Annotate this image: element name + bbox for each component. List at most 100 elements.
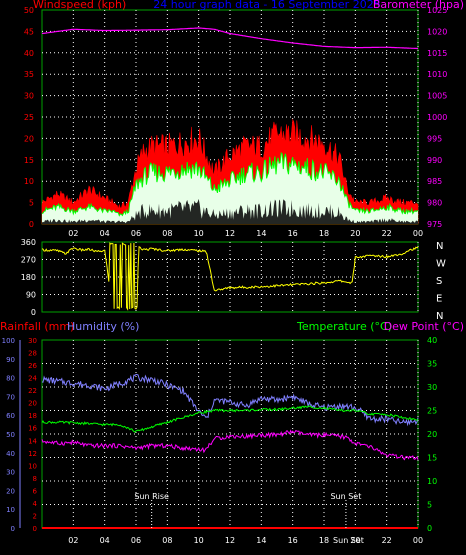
direction-tick-label: 270	[21, 256, 36, 265]
wind-x-tick-label: 00	[413, 229, 423, 238]
humidity-tick-label: 90	[6, 356, 15, 364]
compass-label: W	[436, 259, 446, 270]
rainfall-tick-label: 18	[28, 412, 37, 420]
humidity-tick-label: 40	[6, 450, 15, 458]
temp-x-tick-label: 08	[162, 536, 172, 545]
rainfall-tick-label: 6	[33, 487, 38, 495]
direction-tick-label: 90	[26, 291, 36, 300]
temperature-line	[41, 405, 419, 433]
temp-x-tick-label: 02	[68, 536, 78, 545]
windspeed-tick-label: 30	[24, 92, 34, 101]
windspeed-tick-label: 5	[29, 199, 34, 208]
windspeed-tick-label: 15	[24, 156, 34, 165]
wind-x-tick-label: 12	[225, 229, 235, 238]
humidity-tick-label: 50	[6, 431, 15, 439]
windspeed-tick-label: 50	[24, 6, 34, 15]
temp-x-tick-label: 04	[100, 536, 110, 545]
direction-tick-label: 180	[21, 273, 36, 282]
rainfall-tick-label: 4	[33, 500, 38, 508]
rainfall-tick-label: 2	[33, 512, 37, 520]
humidity-tick-label: 0	[11, 525, 15, 533]
barometer-tick-label: 1010	[427, 70, 447, 79]
sun-marker-label: Sun Rise	[134, 492, 169, 501]
windspeed-tick-label: 0	[29, 220, 34, 229]
temperature-tick-label: 15	[427, 454, 437, 463]
temp-humidity-panel: Rainfall (mm) Humidity (%) Temperature (…	[0, 320, 464, 545]
barometer-tick-label: 1020	[427, 27, 447, 36]
direction-tick-label: 0	[31, 308, 36, 317]
barometer-tick-label: 975	[427, 220, 442, 229]
dewpoint-line	[41, 429, 419, 461]
humidity-line	[41, 374, 419, 427]
wind-x-tick-label: 14	[256, 229, 266, 238]
rainfall-axis-label: Rainfall (mm)	[0, 320, 74, 333]
temperature-tick-label: 35	[427, 360, 437, 369]
barometer-tick-label: 1015	[427, 49, 447, 58]
rainfall-tick-label: 30	[28, 337, 37, 345]
temperature-tick-label: 10	[427, 477, 437, 486]
barometer-tick-label: 995	[427, 134, 442, 143]
rainfall-tick-label: 28	[28, 350, 37, 358]
temp-x-tick-label: 06	[131, 536, 141, 545]
rainfall-tick-label: 0	[33, 525, 37, 533]
temp-x-tick-label: 16	[288, 536, 298, 545]
rainfall-tick-label: 26	[28, 362, 37, 370]
wind-x-tick-label: 10	[194, 229, 204, 238]
rainfall-tick-label: 22	[28, 387, 37, 395]
wind-x-tick-label: 18	[319, 229, 329, 238]
temperature-tick-label: 30	[427, 383, 437, 392]
windspeed-tick-label: 10	[24, 177, 34, 186]
compass-label: N	[436, 241, 443, 252]
wind-direction-line	[41, 242, 419, 311]
temp-x-tick-label: 20	[350, 536, 360, 545]
humidity-tick-label: 30	[6, 469, 15, 477]
wind-x-tick-label: 04	[100, 229, 110, 238]
rainfall-tick-label: 20	[28, 400, 37, 408]
humidity-tick-label: 60	[6, 412, 15, 420]
compass-label: N	[436, 311, 443, 322]
wind-barometer-panel: Windspeed (kph) 24 hour graph data - 16 …	[24, 0, 464, 238]
barometer-tick-label: 990	[427, 156, 442, 165]
temperature-tick-label: 0	[427, 524, 432, 533]
temperature-tick-label: 40	[427, 336, 437, 345]
rainfall-tick-label: 24	[28, 375, 37, 383]
humidity-tick-label: 70	[6, 393, 15, 401]
wind-x-tick-label: 08	[162, 229, 172, 238]
dewpoint-axis-label: Dew Point (°C)	[384, 320, 464, 333]
wind-average-line	[41, 151, 419, 217]
wind-x-tick-label: 16	[288, 229, 298, 238]
rainfall-tick-label: 10	[28, 462, 37, 470]
temperature-tick-label: 20	[427, 430, 437, 439]
temp-x-tick-label: 10	[194, 536, 204, 545]
wind-x-tick-label: 02	[68, 229, 78, 238]
temp-x-tick-label: 00	[413, 536, 423, 545]
temperature-tick-label: 5	[427, 501, 432, 510]
humidity-axis-label: Humidity (%)	[67, 320, 139, 333]
direction-tick-label: 360	[21, 238, 36, 247]
windspeed-tick-label: 35	[24, 70, 34, 79]
humidity-tick-label: 100	[2, 337, 15, 345]
humidity-tick-label: 10	[6, 506, 15, 514]
barometer-tick-label: 1000	[427, 113, 447, 122]
temp-x-tick-label: 12	[225, 536, 235, 545]
barometer-tick-label: 1025	[427, 6, 447, 15]
windspeed-tick-label: 45	[24, 27, 34, 36]
sun-marker-label: Sun Set	[330, 492, 361, 501]
windspeed-axis-label: Windspeed (kph)	[33, 0, 126, 11]
compass-label: E	[436, 294, 442, 305]
temp-x-tick-label: 14	[256, 536, 266, 545]
windspeed-tick-label: 25	[24, 113, 34, 122]
temp-x-tick-label: 22	[382, 536, 392, 545]
temperature-tick-label: 25	[427, 407, 437, 416]
temp-x-tick-label: 18	[319, 536, 329, 545]
windspeed-tick-label: 20	[24, 134, 34, 143]
wind-x-tick-label: 22	[382, 229, 392, 238]
humidity-tick-label: 80	[6, 375, 15, 383]
barometer-axis-label: Barometer (hpa)	[373, 0, 464, 11]
rainfall-tick-label: 14	[28, 437, 37, 445]
sunset-x-label: Sun Set	[333, 536, 364, 545]
barometer-tick-label: 980	[427, 199, 442, 208]
wind-low-area	[42, 198, 418, 224]
